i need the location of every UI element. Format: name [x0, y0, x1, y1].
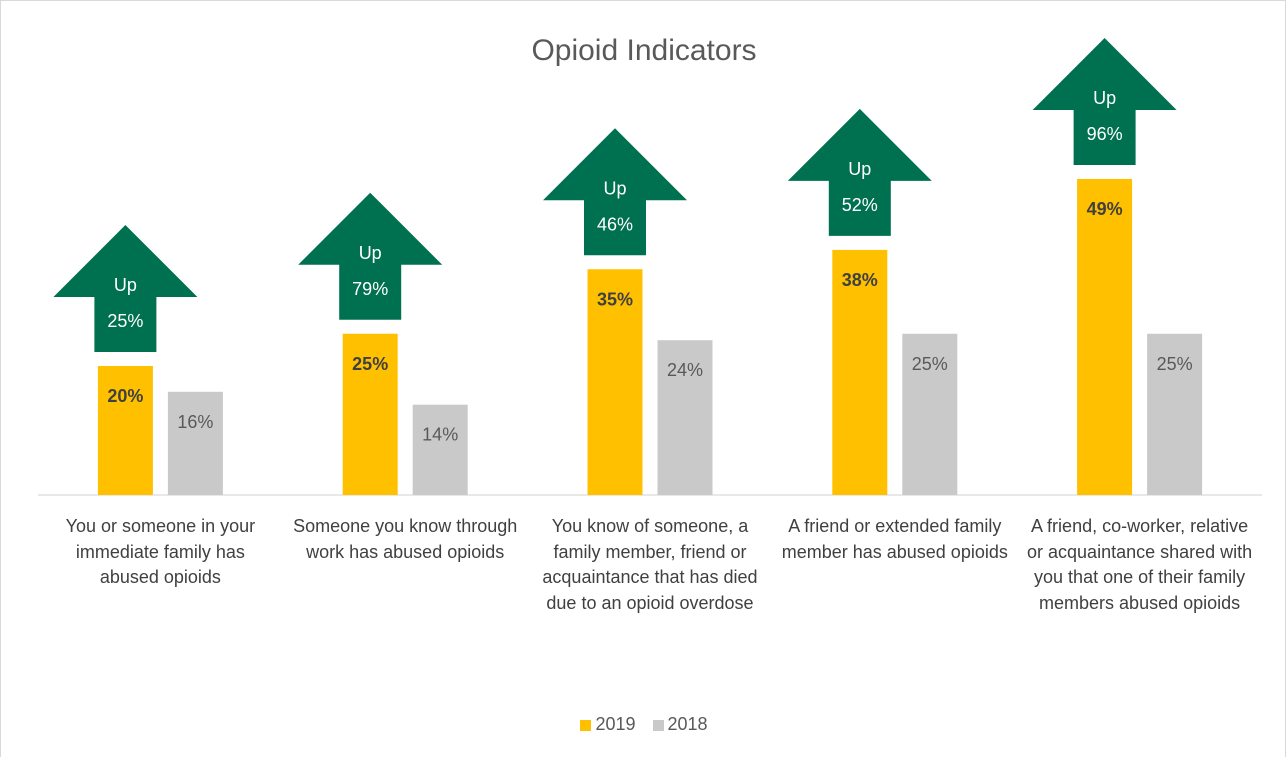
up-arrow-icon: [298, 192, 443, 320]
data-label-2019-3: 35%: [597, 289, 633, 309]
category-label-4: A friend or extended family member has a…: [781, 516, 1008, 562]
up-arrow-icon: [53, 225, 198, 352]
annotation-line2-5: 96%: [1087, 124, 1123, 144]
annotation-line1-3: Up: [603, 178, 626, 198]
bar-2018-4: [902, 333, 958, 495]
legend-swatch-2019: [580, 720, 592, 731]
legend: 2019 2018: [0, 714, 1288, 735]
annotation-line1-1: Up: [114, 275, 137, 295]
data-label-2019-4: 38%: [842, 270, 878, 290]
bar-2018-2: [412, 404, 468, 495]
legend-label-2018: 2018: [667, 714, 708, 734]
legend-item-2019: 2019: [580, 714, 635, 735]
data-label-2019-2: 25%: [352, 354, 388, 374]
bar-2018-5: [1147, 333, 1203, 495]
bar-2019-2: [342, 333, 398, 495]
up-arrow-icon: [787, 108, 932, 236]
legend-item-2018: 2018: [652, 714, 708, 735]
annotation-line1-4: Up: [848, 159, 871, 179]
bar-2018-1: [167, 391, 223, 495]
annotation-line1-5: Up: [1093, 88, 1116, 108]
category-label-1: You or someone in your immediate family …: [65, 516, 256, 587]
bar-2019-3: [587, 269, 643, 495]
data-label-2018-1: 16%: [177, 412, 213, 432]
annotation-line1-2: Up: [359, 243, 382, 263]
annotation-line2-1: 25%: [107, 311, 143, 331]
annotation-line2-3: 46%: [597, 214, 633, 234]
chart-title: Opioid Indicators: [531, 34, 757, 67]
data-label-2019-1: 20%: [107, 386, 143, 406]
data-label-2019-5: 49%: [1087, 199, 1123, 219]
legend-label-2019: 2019: [595, 714, 636, 734]
bar-2019-4: [832, 249, 888, 495]
up-arrow-icon: [1032, 37, 1177, 165]
annotation-line2-2: 79%: [352, 279, 388, 299]
bar-2018-3: [657, 340, 713, 495]
category-label-2: Someone you know through work has abused…: [293, 516, 518, 562]
data-label-2018-3: 24%: [667, 360, 703, 380]
category-label-3: You know of someone, a family member, fr…: [542, 516, 758, 613]
category-label-5: A friend, co-worker, relative or acquain…: [1027, 516, 1253, 613]
bar-2019-1: [97, 366, 153, 495]
bar-2019-5: [1077, 178, 1133, 495]
data-label-2018-2: 14%: [422, 425, 458, 445]
data-label-2018-5: 25%: [1157, 354, 1193, 374]
up-arrow-icon: [543, 128, 687, 256]
data-label-2018-4: 25%: [912, 354, 948, 374]
annotation-line2-4: 52%: [842, 195, 878, 215]
legend-swatch-2018: [652, 720, 664, 731]
